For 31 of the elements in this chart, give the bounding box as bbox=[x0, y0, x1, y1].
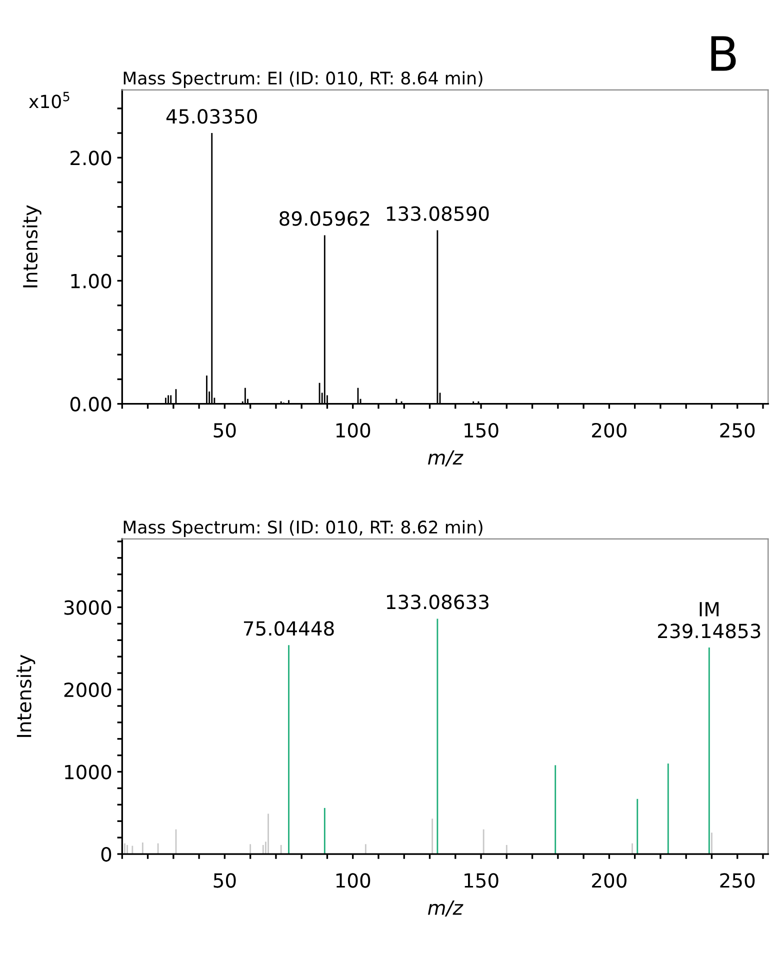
annotation: IM 239.14853 bbox=[658, 602, 760, 638]
x-tick-label: 100 bbox=[336, 873, 370, 888]
y-tick-label: 0.00 bbox=[70, 396, 112, 412]
x-tick-label: 50 bbox=[214, 422, 236, 438]
y-axis-title: Intensity bbox=[22, 205, 42, 288]
x-tick-label: 250 bbox=[720, 873, 755, 888]
chart-title: Mass Spectrum: EI (ID: 010, RT: 8.64 min) bbox=[124, 71, 482, 88]
annotation: 133.08633 bbox=[387, 594, 488, 610]
y-tick-label: 3000 bbox=[64, 600, 112, 615]
annotation: 133.08590 bbox=[387, 206, 489, 221]
annotation: 45.03350 bbox=[166, 109, 257, 124]
x-tick-label: 50 bbox=[214, 873, 236, 888]
x-tick-label: 100 bbox=[336, 422, 370, 438]
x-axis-title: m/z bbox=[428, 450, 464, 466]
text: x10$^{5}$ bbox=[29, 92, 70, 108]
text: B bbox=[711, 36, 736, 71]
chart-title: Mass Spectrum: SI (ID: 010, RT: 8.62 min) bbox=[124, 520, 482, 538]
x-tick-label: 200 bbox=[592, 873, 626, 888]
x-tick-label: 150 bbox=[464, 422, 498, 438]
annotation: 75.04448 bbox=[244, 621, 334, 636]
y-tick-label: 1.00 bbox=[71, 274, 112, 288]
y-axis-title: Intensity bbox=[16, 654, 36, 737]
x-tick-label: 250 bbox=[720, 422, 755, 438]
y-tick-label: 2000 bbox=[64, 682, 112, 698]
x-tick-label: 200 bbox=[592, 422, 626, 438]
y-tick-label: 1000 bbox=[65, 764, 112, 780]
x-tick-label: 150 bbox=[464, 873, 498, 888]
x-axis-title: m/z bbox=[428, 900, 464, 917]
y-tick-label: 0 bbox=[101, 846, 112, 862]
annotation: 89.05962 bbox=[280, 211, 370, 226]
y-tick-label: 2.00 bbox=[70, 150, 112, 166]
